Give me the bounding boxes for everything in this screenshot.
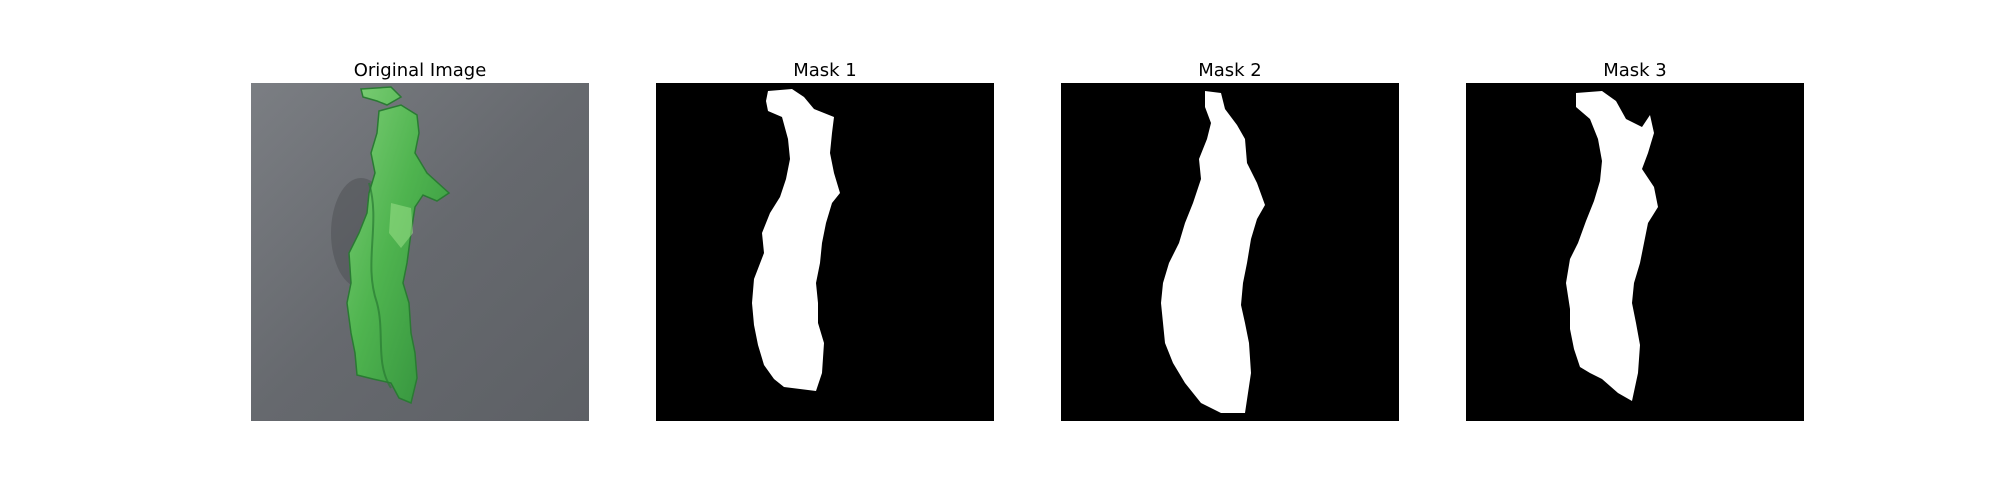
panel-title: Mask 3 [1603,60,1667,81]
leaf-crease [368,182,392,389]
mask-shape [752,89,840,391]
panel-title: Original Image [353,60,487,81]
panel-original-image: Original Image [251,59,589,421]
panel-title: Mask 1 [793,60,857,81]
original-image [251,83,589,421]
mask-2-image [1061,83,1399,421]
mask-shape [1566,91,1658,401]
leaf-highlight [389,203,413,248]
mask-3-image [1466,83,1804,421]
mask-1-image [656,83,994,421]
panel-mask-1: Mask 1 [656,59,994,421]
panel-mask-3: Mask 3 [1466,59,1804,421]
mask-shape [1161,91,1265,413]
photo-background [251,83,589,421]
leaf-shape [346,86,451,405]
panel-mask-2: Mask 2 [1061,59,1399,421]
panel-title: Mask 2 [1198,60,1262,81]
